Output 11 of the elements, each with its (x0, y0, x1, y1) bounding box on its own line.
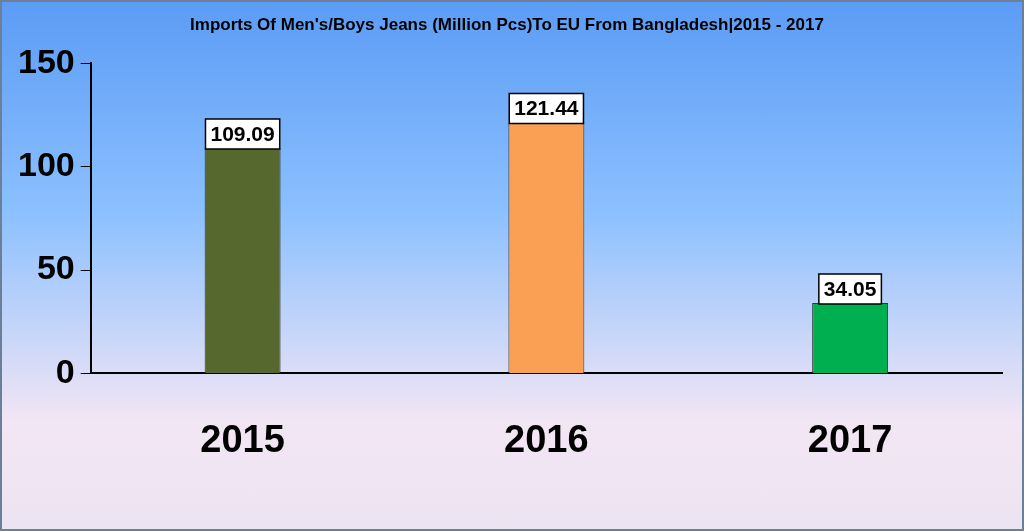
data-label: 121.44 (514, 96, 579, 120)
x-tick-label: 2016 (504, 417, 589, 460)
x-tick-label: 2015 (200, 417, 285, 460)
x-tick-label: 2017 (807, 417, 893, 460)
y-tick-label: 50 (36, 248, 75, 287)
y-tick-label: 0 (55, 351, 75, 390)
chart-title: Imports Of Men's/Boys Jeans (Million Pcs)To EU From Bangladesh|2015 - 2017 (190, 14, 824, 34)
data-label: 109.09 (210, 121, 275, 145)
y-tick-label: 100 (17, 145, 75, 184)
data-label: 34.05 (823, 276, 877, 300)
y-tick-label: 150 (17, 41, 75, 80)
